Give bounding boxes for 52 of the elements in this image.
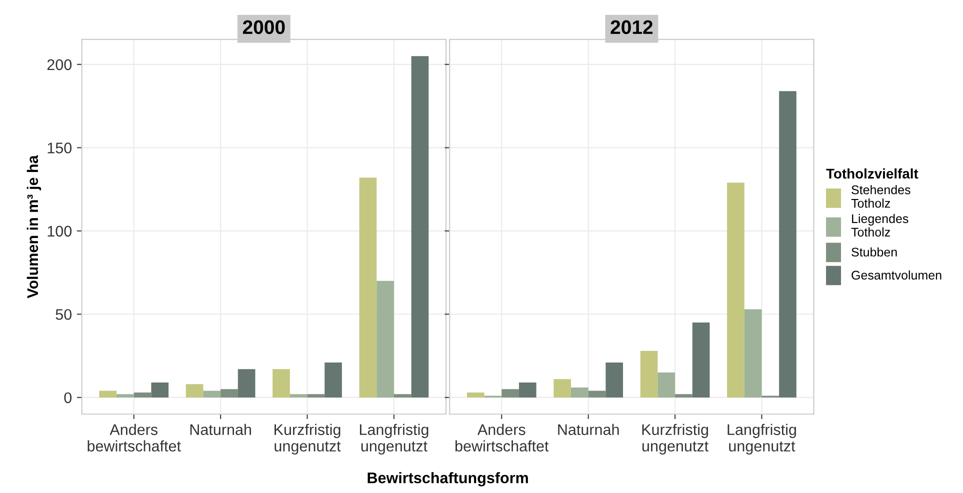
bar xyxy=(606,362,624,398)
y-tick-label: 50 xyxy=(56,309,72,320)
legend-label: Stehendes Totholz xyxy=(851,185,910,208)
legend-label: Stubben xyxy=(852,247,897,257)
legend-title: Totholzvielfalt xyxy=(826,168,918,179)
bar xyxy=(99,390,117,398)
x-tick-label: Kurzfristig ungenutzt xyxy=(274,424,341,455)
bar xyxy=(727,182,744,398)
bar xyxy=(411,56,429,398)
x-tick-label: Naturnah xyxy=(190,424,252,436)
bar xyxy=(116,394,134,398)
legend-label: Gesamtvolumen xyxy=(852,270,942,280)
y-tick-label: 100 xyxy=(48,226,72,237)
bar xyxy=(203,390,221,398)
bar xyxy=(779,91,796,398)
chart-title: 2012 xyxy=(610,20,653,34)
bar xyxy=(640,350,658,398)
y-tick-label: 150 xyxy=(48,142,72,154)
bar xyxy=(394,394,412,398)
bar xyxy=(554,379,571,398)
bar xyxy=(186,384,204,398)
bar xyxy=(675,394,692,398)
bar xyxy=(272,369,290,398)
bar xyxy=(466,392,484,398)
y-tick-label: 200 xyxy=(47,59,72,70)
bar xyxy=(134,392,152,398)
bar xyxy=(502,389,519,398)
legend-label: Liegendes Totholz xyxy=(851,214,908,237)
x-tick-label: Langfristig ungenutzt xyxy=(360,424,428,455)
x-axis-title: Bewirtschaftungsform xyxy=(368,472,528,486)
x-tick-label: Anders bewirtschaftet xyxy=(88,424,181,452)
x-tick-label: Naturnah xyxy=(558,424,619,436)
bar xyxy=(518,382,536,398)
bar xyxy=(359,178,377,398)
bar xyxy=(376,280,394,398)
chart-title: 2000 xyxy=(242,20,285,34)
bar xyxy=(324,362,342,398)
bar xyxy=(658,372,676,398)
bar xyxy=(570,387,588,398)
bar xyxy=(220,389,238,398)
bar xyxy=(744,309,762,398)
x-tick-label: Anders bewirtschaftet xyxy=(455,424,549,452)
bar xyxy=(307,394,325,398)
x-tick-label: Kurzfristig ungenutzt xyxy=(642,424,708,455)
bar xyxy=(290,394,308,398)
y-tick-label: 0 xyxy=(64,392,72,404)
bar xyxy=(151,382,169,398)
y-axis-title: Volumen in m³ je ha xyxy=(26,155,42,298)
x-tick-label: Langfristig ungenutzt xyxy=(728,424,796,455)
bar xyxy=(692,322,710,398)
bar xyxy=(238,369,256,398)
bar xyxy=(588,390,606,398)
